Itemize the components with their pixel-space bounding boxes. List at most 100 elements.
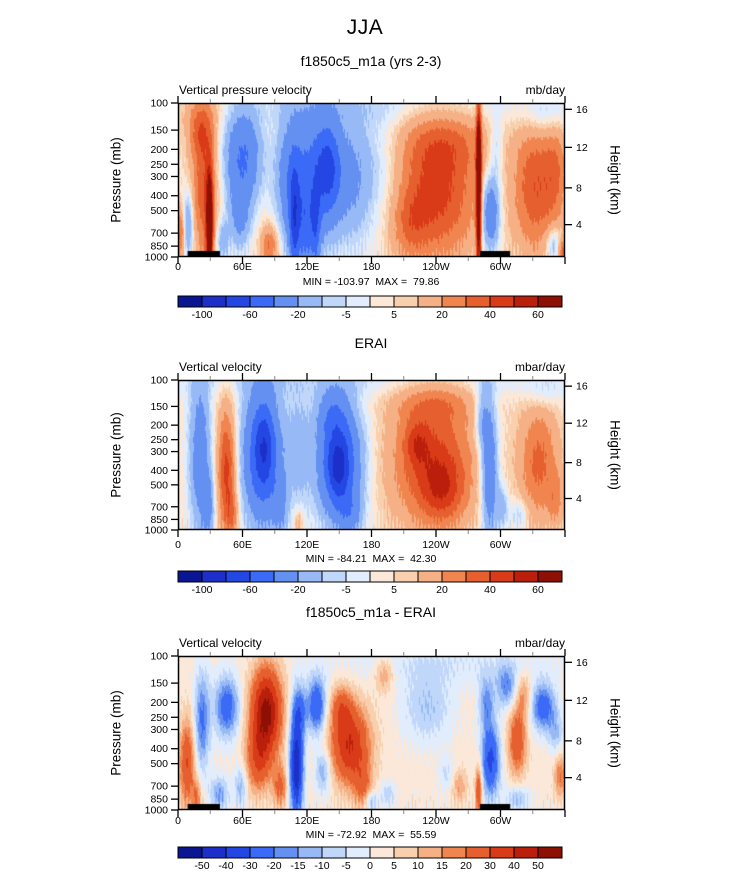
pressure-tick-label: 850 — [150, 514, 168, 526]
pressure-tick-label: 400 — [150, 743, 168, 755]
colorbar-segment — [201, 846, 227, 859]
colorbar-segment — [393, 846, 419, 859]
colorbar-label: 40 — [508, 860, 520, 872]
colorbar-segment — [273, 295, 299, 308]
colorbar-segment — [513, 295, 539, 308]
colorbar-segment — [489, 295, 515, 308]
panel-2-field-label: Vertical velocity — [179, 360, 262, 374]
pressure-tick-label: 700 — [150, 228, 168, 240]
x-tick-label: 60W — [490, 815, 512, 827]
height-tick-label: 12 — [576, 695, 588, 707]
colorbar-segment — [201, 295, 227, 308]
x-tick-label: 0 — [175, 815, 181, 827]
colorbar-label: 60 — [532, 584, 544, 596]
colorbar-label: 40 — [484, 584, 496, 596]
height-tick-label: 8 — [576, 182, 582, 194]
height-tick-label: 12 — [576, 418, 588, 430]
colorbar-label: 5 — [391, 860, 397, 872]
x-tick-label: 60E — [233, 815, 252, 827]
colorbar-label: -60 — [242, 584, 257, 596]
colorbar-segment — [465, 295, 491, 308]
colorbar-segment — [441, 846, 467, 859]
x-tick-label: 60W — [490, 539, 512, 551]
panel-3-subtitle: f1850c5_m1a - ERAI — [306, 604, 436, 620]
height-tick-label: 16 — [576, 104, 588, 116]
panel-3-field-label: Vertical velocity — [179, 636, 262, 650]
colorbar-label: 0 — [367, 860, 373, 872]
colorbar-segment — [345, 846, 371, 859]
colorbar-label: -100 — [191, 584, 212, 596]
x-tick-label: 60W — [490, 261, 512, 273]
height-tick-label: 4 — [576, 219, 582, 231]
pressure-tick-label: 250 — [150, 434, 168, 446]
colorbar-label: -10 — [314, 860, 329, 872]
colorbar-label: 10 — [412, 860, 424, 872]
colorbar-label: 60 — [532, 309, 544, 321]
panel-1-minmax: MIN = -103.97 MAX = 79.86 — [302, 276, 440, 288]
colorbar-segment — [369, 295, 395, 308]
x-tick-label: 120E — [295, 539, 320, 551]
colorbar-segment — [249, 846, 275, 859]
pressure-tick-label: 100 — [150, 375, 168, 387]
colorbar-segment — [417, 846, 443, 859]
panel-1-pressure-axis-title: Pressure (mb) — [108, 137, 124, 223]
colorbar-segment — [345, 295, 371, 308]
colorbar-segment — [201, 570, 227, 583]
height-tick-label: 4 — [576, 772, 582, 784]
pressure-tick-label: 700 — [150, 781, 168, 793]
panel-3-pressure-axis-title: Pressure (mb) — [108, 690, 124, 776]
panel-2-subtitle: ERAI — [354, 335, 388, 351]
x-tick-label: 60E — [233, 261, 252, 273]
colorbar-segment — [489, 846, 515, 859]
panel-2-units-label: mbar/day — [514, 360, 565, 374]
colorbar-segment — [321, 846, 347, 859]
panel-2-minmax: MIN = -84.21 MAX = 42.30 — [305, 553, 437, 565]
colorbar-label: 15 — [436, 860, 448, 872]
pressure-tick-label: 1000 — [145, 525, 169, 537]
colorbar-segment — [321, 570, 347, 583]
pressure-tick-label: 400 — [150, 465, 168, 477]
colorbar-segment — [489, 570, 515, 583]
x-tick-label: 120W — [422, 261, 450, 273]
colorbar-segment — [177, 846, 203, 859]
colorbar-segment — [537, 295, 563, 308]
colorbar-segment — [465, 846, 491, 859]
panel-1-height-axis-title: Height (km) — [607, 145, 623, 215]
pressure-tick-label: 250 — [150, 712, 168, 724]
x-tick-label: 0 — [175, 261, 181, 273]
panel-3-units-label: mbar/day — [514, 636, 565, 650]
height-tick-label: 16 — [576, 381, 588, 393]
pressure-tick-label: 100 — [150, 651, 168, 663]
colorbar-label: -40 — [218, 860, 233, 872]
pressure-tick-label: 250 — [150, 159, 168, 171]
pressure-tick-label: 300 — [150, 724, 168, 736]
colorbar-segment — [393, 295, 419, 308]
pressure-tick-label: 150 — [150, 401, 168, 413]
pressure-tick-label: 200 — [150, 420, 168, 432]
height-tick-label: 12 — [576, 142, 588, 154]
x-tick-label: 180 — [363, 815, 381, 827]
colorbar-segment — [441, 570, 467, 583]
pressure-tick-label: 500 — [150, 479, 168, 491]
panel-3-minmax: MIN = -72.92 MAX = 55.59 — [305, 829, 437, 841]
colorbar-segment — [513, 570, 539, 583]
colorbar-label: 20 — [436, 309, 448, 321]
panel-1-subtitle: f1850c5_m1a (yrs 2-3) — [300, 53, 442, 69]
pressure-tick-label: 200 — [150, 697, 168, 709]
height-tick-label: 8 — [576, 735, 582, 747]
colorbar-segment — [273, 846, 299, 859]
pressure-tick-label: 850 — [150, 241, 168, 253]
colorbar-segment — [537, 846, 563, 859]
colorbar-segment — [417, 570, 443, 583]
height-tick-label: 8 — [576, 457, 582, 469]
colorbar-segment — [297, 846, 323, 859]
colorbar-label: 5 — [391, 309, 397, 321]
colorbar-segment — [513, 846, 539, 859]
x-tick-label: 120W — [422, 539, 450, 551]
pressure-tick-label: 150 — [150, 678, 168, 690]
height-tick-label: 4 — [576, 493, 582, 505]
colorbar-label: -20 — [266, 860, 281, 872]
colorbar-segment — [393, 570, 419, 583]
panel-2-height-axis-title: Height (km) — [607, 420, 623, 490]
